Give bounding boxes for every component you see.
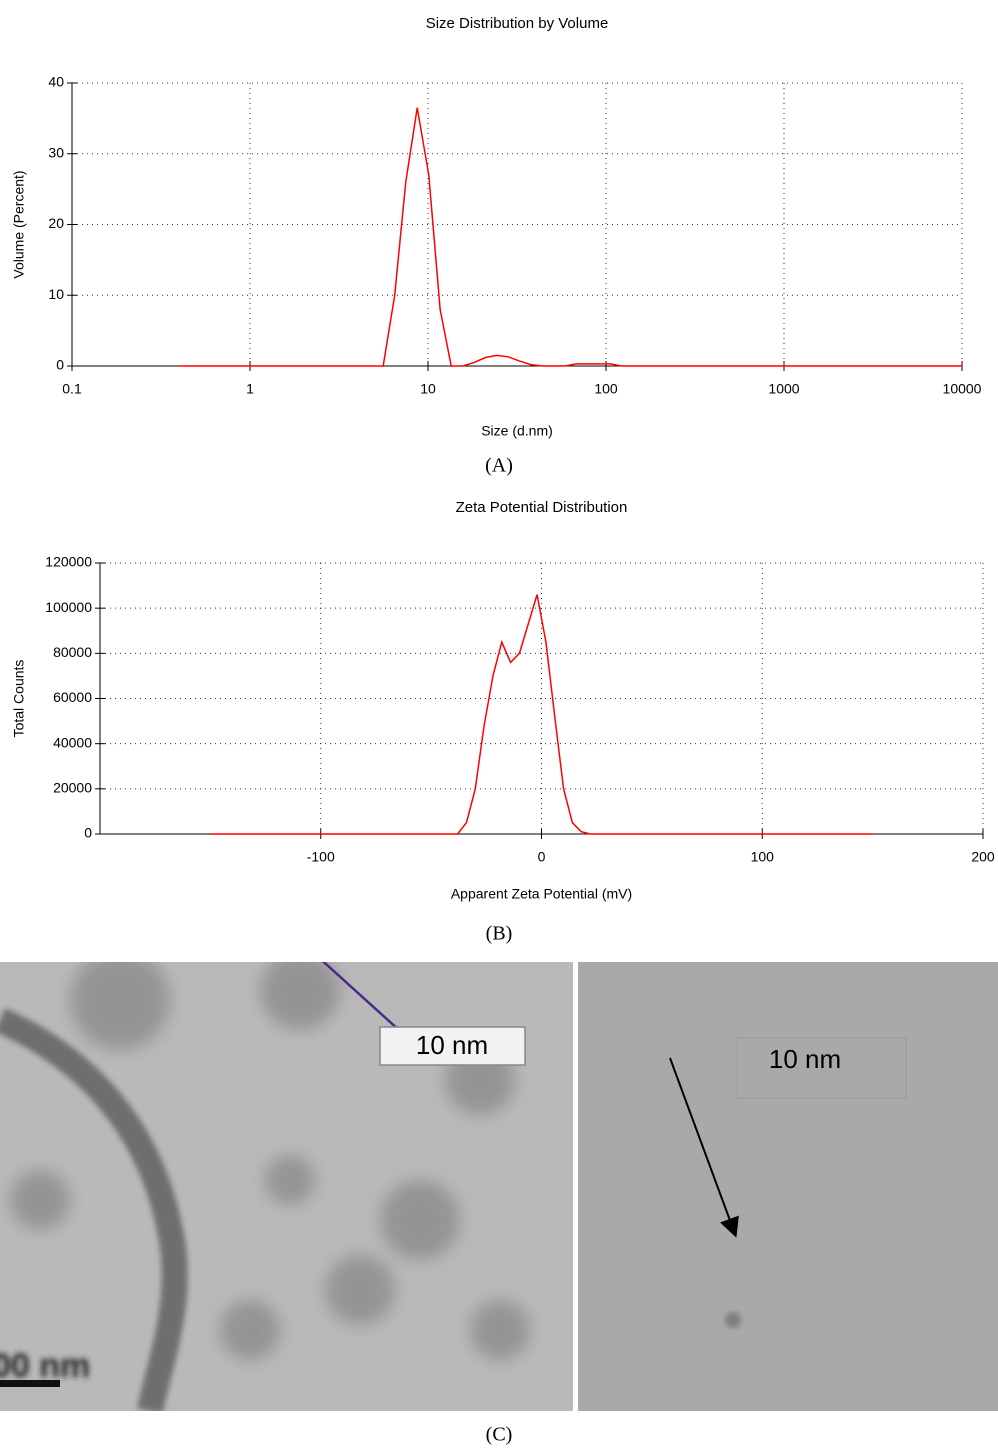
panel-label: (A) bbox=[485, 455, 513, 477]
x-tick-label: 200 bbox=[971, 849, 995, 865]
y-tick-label: 40000 bbox=[53, 734, 92, 750]
y-tick-label: 100000 bbox=[45, 599, 92, 615]
data-line bbox=[210, 594, 873, 835]
x-tick-label: 10000 bbox=[943, 381, 982, 397]
y-tick-label: 0 bbox=[84, 825, 92, 841]
y-axis-label: Volume (Percent) bbox=[11, 170, 27, 278]
y-tick-label: 80000 bbox=[53, 644, 92, 660]
x-tick-label: 0.1 bbox=[62, 381, 82, 397]
y-tick-label: 40 bbox=[48, 74, 64, 90]
y-tick-label: 30 bbox=[48, 144, 64, 160]
y-tick-label: 60000 bbox=[53, 689, 92, 705]
chart-title: Size Distribution by Volume bbox=[426, 15, 609, 32]
x-tick-label: 1 bbox=[246, 381, 254, 397]
y-tick-label: 0 bbox=[56, 357, 64, 373]
x-tick-label: 100 bbox=[751, 849, 775, 865]
y-axis-label: Total Counts bbox=[11, 660, 27, 738]
data-line bbox=[179, 107, 962, 367]
image-label: 10 nm bbox=[769, 1044, 841, 1074]
x-tick-label: 1000 bbox=[768, 381, 799, 397]
panel-label: (B) bbox=[486, 923, 513, 945]
y-tick-label: 20000 bbox=[53, 780, 92, 796]
panel-label: (C) bbox=[486, 1424, 513, 1446]
chart-title: Zeta Potential Distribution bbox=[456, 499, 628, 516]
image-label: 10 nm bbox=[416, 1030, 488, 1060]
tem-image-left: 10 nm 00 nm bbox=[0, 962, 573, 1411]
y-tick-label: 120000 bbox=[45, 554, 92, 570]
scale-label: 00 nm bbox=[0, 1347, 90, 1385]
x-axis-label: Size (d.nm) bbox=[481, 423, 553, 439]
x-tick-label: 100 bbox=[594, 381, 618, 397]
tem-image-right: 10 nm bbox=[578, 962, 998, 1411]
y-tick-label: 20 bbox=[48, 215, 64, 231]
x-axis-label: Apparent Zeta Potential (mV) bbox=[451, 886, 632, 902]
x-tick-label: 10 bbox=[420, 381, 436, 397]
x-tick-label: -100 bbox=[307, 849, 335, 865]
x-tick-label: 0 bbox=[538, 849, 546, 865]
y-tick-label: 10 bbox=[48, 286, 64, 302]
